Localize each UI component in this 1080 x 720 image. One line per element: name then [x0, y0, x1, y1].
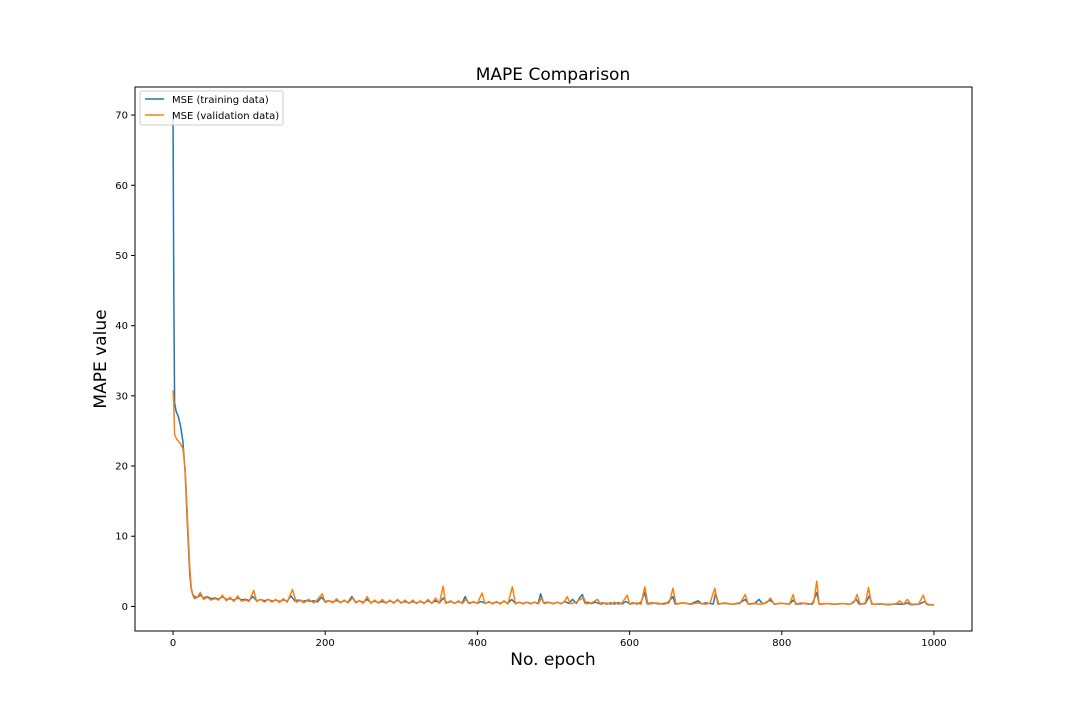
y-axis-label: MAPE value: [91, 309, 111, 408]
y-tick-label: 20: [115, 462, 128, 473]
x-axis-label: No. epoch: [510, 650, 595, 670]
y-axis: 0 10 20 30 40 50 60 70: [115, 111, 135, 613]
plot-lines: [172, 111, 935, 606]
y-tick-label: 70: [115, 111, 128, 122]
legend-label-training: MSE (training data): [172, 95, 269, 106]
x-tick-label: 800: [772, 638, 791, 649]
y-tick-label: 40: [115, 321, 128, 332]
y-tick-label: 50: [115, 251, 128, 262]
x-tick-label: 400: [468, 638, 487, 649]
y-tick-label: 30: [115, 391, 128, 402]
x-tick-label: 1000: [921, 638, 946, 649]
plot-frame: [134, 86, 973, 632]
series-line-1: [172, 390, 935, 606]
x-axis: 0 200 400 600 800 1000: [170, 631, 947, 649]
y-tick-label: 10: [115, 532, 128, 543]
legend-label-validation: MSE (validation data): [172, 111, 279, 122]
legend-box: [139, 90, 284, 126]
x-tick-label: 0: [170, 638, 176, 649]
legend: MSE (training data) MSE (validation data…: [139, 90, 284, 126]
y-tick-label: 60: [115, 181, 128, 192]
x-tick-label: 600: [620, 638, 639, 649]
y-tick-label: 0: [122, 602, 128, 613]
x-tick-label: 200: [316, 638, 335, 649]
chart-title: MAPE Comparison: [476, 65, 630, 85]
